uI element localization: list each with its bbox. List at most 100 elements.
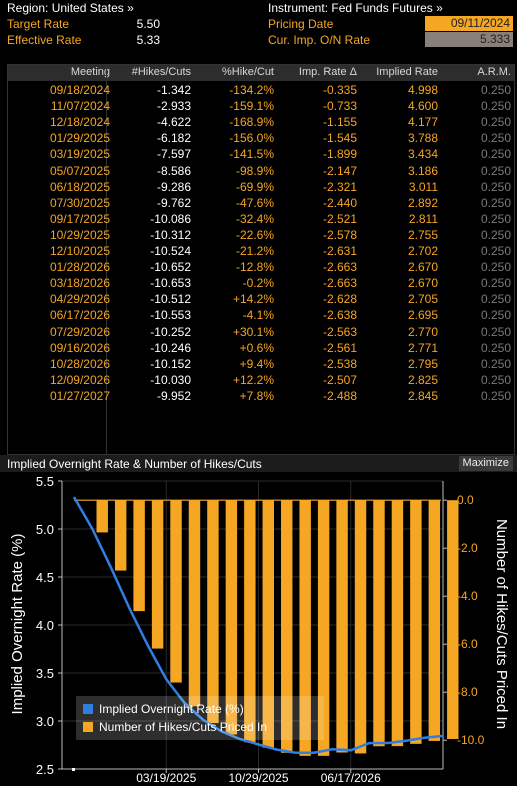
- cell-arm: 0.250: [480, 292, 511, 307]
- table-row[interactable]: 09/17/2025 -10.086 -32.4% -2.521 2.811 0.250: [8, 211, 514, 228]
- hikes-cuts-bar: [133, 500, 145, 612]
- hikes-cuts-bar: [244, 500, 256, 743]
- cell-hikes-cuts: -10.246: [150, 340, 191, 355]
- cell-implied-rate: 2.811: [408, 211, 438, 226]
- cell-implied-rate: 2.770: [407, 324, 438, 339]
- cell-pct-hike-cut: -98.9%: [235, 163, 274, 178]
- cell-meeting-date: 12/10/2025: [49, 244, 110, 258]
- instrument-selector[interactable]: Instrument: Fed Funds Futures »: [268, 1, 443, 15]
- cell-hikes-cuts: -10.553: [150, 308, 191, 323]
- table-row[interactable]: 06/18/2025 -9.286 -69.9% -2.321 3.011 0.250: [8, 179, 514, 196]
- cell-meeting-date: 07/30/2025: [49, 195, 110, 210]
- cell-hikes-cuts: -10.652: [150, 260, 191, 275]
- cell-pct-hike-cut: -12.8%: [235, 260, 274, 275]
- table-row[interactable]: 01/27/2027 -9.952 +7.8% -2.488 2.845 0.250: [8, 388, 514, 405]
- hikes-cuts-bar: [207, 500, 219, 724]
- cell-imp-rate-delta: -0.733: [322, 99, 357, 114]
- cell-pct-hike-cut: +0.6%: [239, 340, 274, 355]
- col-header-pct-hike-cut[interactable]: %Hike/Cut: [222, 66, 274, 78]
- table-row[interactable]: 10/28/2026 -10.152 +9.4% -2.538 2.795 0.250: [8, 356, 514, 373]
- cell-hikes-cuts: -2.933: [156, 99, 191, 114]
- col-header-meeting[interactable]: Meeting: [70, 66, 110, 78]
- cell-implied-rate: 2.771: [407, 340, 438, 355]
- cell-pct-hike-cut: +9.4%: [239, 356, 274, 371]
- table-row[interactable]: 07/29/2026 -10.252 +30.1% -2.563 2.770 0.250: [8, 324, 514, 341]
- cell-arm: 0.250: [480, 324, 511, 339]
- cell-pct-hike-cut: -0.2%: [242, 276, 274, 291]
- cur-imp-rate-label: Cur. Imp. O/N Rate: [268, 33, 371, 47]
- cell-meeting-date: 11/07/2024: [50, 99, 110, 114]
- cell-hikes-cuts: -10.086: [150, 211, 191, 226]
- cell-hikes-cuts: -10.312: [150, 227, 191, 242]
- cell-hikes-cuts: -10.512: [150, 292, 191, 307]
- cell-arm: 0.250: [480, 260, 511, 275]
- table-row[interactable]: 10/29/2025 -10.312 -22.6% -2.578 2.755 0.250: [8, 227, 514, 244]
- table-row[interactable]: 12/09/2026 -10.030 +12.2% -2.507 2.825 0.250: [8, 372, 514, 389]
- y-left-tick-label: 5.0: [36, 522, 54, 537]
- cell-arm: 0.250: [480, 147, 511, 162]
- hikes-cuts-bar: [410, 500, 422, 744]
- cell-arm: 0.250: [480, 179, 511, 194]
- col-header-imp-rate-delta[interactable]: Imp. Rate Δ: [298, 66, 357, 78]
- table-row[interactable]: 06/17/2026 -10.553 -4.1% -2.638 2.695 0.250: [8, 307, 514, 324]
- col-header-hikes-cuts[interactable]: #Hikes/Cuts: [131, 66, 191, 78]
- hikes-cuts-bar: [151, 500, 164, 649]
- table-row[interactable]: 01/28/2026 -10.652 -12.8% -2.663 2.670 0.250: [8, 259, 514, 276]
- effective-rate-label: Effective Rate: [7, 33, 82, 47]
- cell-implied-rate: 4.177: [407, 115, 438, 130]
- cell-hikes-cuts: -9.286: [156, 179, 191, 194]
- cell-implied-rate: 2.705: [407, 292, 438, 307]
- col-header-arm[interactable]: A.R.M.: [477, 66, 511, 78]
- table-row[interactable]: 01/29/2025 -6.182 -156.0% -1.545 3.788 0.250: [8, 130, 514, 147]
- y-left-tick-label: 2.5: [36, 762, 54, 777]
- col-header-implied-rate[interactable]: Implied Rate: [376, 66, 438, 78]
- table-row[interactable]: 12/18/2024 -4.622 -168.9% -1.155 4.177 0.250: [8, 114, 514, 131]
- cell-arm: 0.250: [480, 340, 511, 355]
- cell-imp-rate-delta: -1.155: [322, 115, 357, 130]
- table-row[interactable]: 05/07/2025 -8.586 -98.9% -2.147 3.186 0.250: [8, 163, 514, 180]
- cell-meeting-date: 06/18/2025: [49, 179, 110, 194]
- cell-implied-rate: 4.998: [407, 83, 438, 97]
- hikes-cuts-bar: [428, 500, 441, 741]
- cell-pct-hike-cut: -47.6%: [235, 195, 274, 210]
- cell-pct-hike-cut: -159.1%: [229, 99, 274, 114]
- cell-meeting-date: 04/29/2026: [49, 292, 110, 307]
- cell-imp-rate-delta: -2.638: [322, 308, 357, 323]
- cell-implied-rate: 3.186: [407, 163, 438, 178]
- cell-hikes-cuts: -9.762: [156, 195, 191, 210]
- table-row[interactable]: 09/18/2024 -1.342 -134.2% -0.335 4.998 0.250: [8, 82, 514, 99]
- y-right-tick-label: -6.0: [457, 637, 478, 651]
- x-tick-label: 03/19/2025: [136, 771, 196, 785]
- table-header: Meeting #Hikes/Cuts %Hike/Cut Imp. Rate …: [8, 65, 514, 81]
- cell-hikes-cuts: -10.524: [150, 244, 191, 258]
- cell-implied-rate: 2.825: [407, 372, 438, 387]
- cell-imp-rate-delta: -2.663: [322, 260, 357, 275]
- cell-hikes-cuts: -9.952: [156, 388, 191, 403]
- table-row[interactable]: 04/29/2026 -10.512 +14.2% -2.628 2.705 0.250: [8, 291, 514, 308]
- table-row[interactable]: 03/18/2026 -10.653 -0.2% -2.663 2.670 0.250: [8, 275, 514, 292]
- hikes-cuts-bar: [114, 500, 127, 571]
- cell-implied-rate: 3.011: [408, 179, 438, 194]
- x-tick-label: 10/29/2025: [228, 771, 288, 785]
- table-row[interactable]: 03/19/2025 -7.597 -141.5% -1.899 3.434 0.250: [8, 146, 514, 163]
- cell-hikes-cuts: -6.182: [156, 131, 191, 146]
- cell-arm: 0.250: [480, 276, 511, 291]
- cell-imp-rate-delta: -2.488: [322, 388, 357, 403]
- region-selector[interactable]: Region: United States »: [7, 1, 134, 15]
- table-row[interactable]: 09/16/2026 -10.246 +0.6% -2.561 2.771 0.250: [8, 340, 514, 357]
- cell-pct-hike-cut: -69.9%: [235, 179, 274, 194]
- table-row[interactable]: 12/10/2025 -10.524 -21.2% -2.631 2.702 0.250: [8, 243, 514, 260]
- maximize-button[interactable]: Maximize: [458, 456, 513, 471]
- cell-implied-rate: 2.702: [407, 244, 438, 258]
- rate-hikes-chart: 2.5 3.0 3.5 4.0 4.5 5.0 5.5 -10.0 -8.0 -6.0 -4.0 -2…: [9, 474, 510, 785]
- y-right-tick-label: -8.0: [457, 685, 478, 699]
- cell-implied-rate: 2.845: [407, 388, 438, 403]
- cell-arm: 0.250: [480, 388, 511, 403]
- cell-arm: 0.250: [480, 372, 511, 387]
- cell-pct-hike-cut: -32.4%: [235, 211, 274, 226]
- y-left-tick-label: 3.5: [36, 666, 54, 681]
- table-row[interactable]: 11/07/2024 -2.933 -159.1% -0.733 4.600 0.250: [8, 98, 514, 115]
- pricing-date-input[interactable]: 09/11/2024: [425, 16, 513, 31]
- table-row[interactable]: 07/30/2025 -9.762 -47.6% -2.440 2.892 0.250: [8, 195, 514, 212]
- y-right-tick-label: -10.0: [457, 733, 485, 747]
